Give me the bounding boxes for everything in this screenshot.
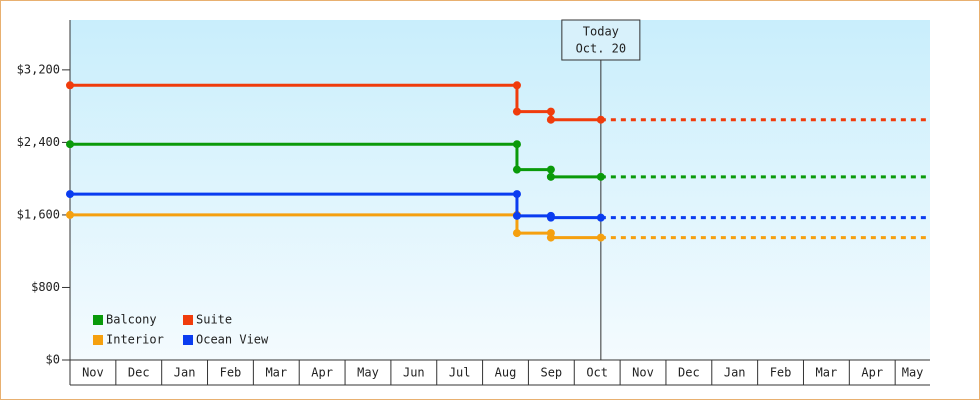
point	[546, 107, 555, 116]
legend-label: Ocean View	[196, 333, 269, 347]
x-tick-label: Dec	[678, 366, 700, 380]
point	[512, 211, 521, 220]
x-tick-label: Jan	[724, 366, 746, 380]
series-line	[70, 142, 601, 179]
x-tick-label: Feb	[220, 366, 242, 380]
today-label: Today	[583, 25, 619, 39]
x-tick-label: Feb	[770, 366, 792, 380]
y-tick-label: $800	[31, 280, 60, 294]
legend-label: Interior	[106, 333, 164, 347]
x-tick-label: Apr	[311, 366, 333, 380]
legend-swatch	[183, 335, 193, 345]
x-tick-label: Nov	[632, 366, 654, 380]
x-tick-label: Jan	[174, 366, 196, 380]
point	[512, 140, 521, 149]
x-tick-label: Jul	[449, 366, 471, 380]
x-tick-label: Mar	[265, 366, 287, 380]
point	[66, 140, 74, 149]
point	[66, 190, 74, 199]
y-tick-label: $3,200	[17, 62, 60, 76]
point	[546, 115, 555, 124]
point	[66, 81, 74, 90]
x-tick-label: Oct	[586, 366, 608, 380]
point	[546, 172, 555, 181]
point	[512, 81, 521, 90]
point	[546, 213, 555, 222]
x-tick-label: Nov	[82, 366, 104, 380]
legend-label: Balcony	[106, 313, 157, 327]
today-box	[561, 19, 641, 61]
point	[512, 165, 521, 174]
series-line	[70, 213, 601, 240]
today-label: Oct. 20	[576, 42, 627, 56]
legend-swatch	[93, 335, 103, 345]
point	[512, 190, 521, 199]
point	[512, 229, 521, 238]
x-tick-label: May	[902, 366, 924, 380]
x-tick-label: Dec	[128, 366, 150, 380]
x-tick-label: Jun	[403, 366, 425, 380]
point	[596, 233, 605, 242]
point	[546, 233, 555, 242]
legend-label: Suite	[196, 313, 232, 327]
x-tick-label: Aug	[495, 366, 517, 380]
x-tick-label: Mar	[816, 366, 838, 380]
y-tick-label: $1,600	[17, 207, 60, 221]
x-tick-label: Sep	[540, 366, 562, 380]
series-line	[70, 192, 601, 220]
y-tick-label: $2,400	[17, 135, 60, 149]
point	[596, 172, 605, 181]
point	[66, 210, 74, 219]
x-tick-label: Apr	[861, 366, 883, 380]
plot-area	[70, 20, 930, 360]
legend-swatch	[183, 315, 193, 325]
point	[512, 107, 521, 116]
point	[546, 165, 555, 174]
point	[596, 213, 605, 222]
x-tick-label: May	[357, 366, 379, 380]
point	[596, 115, 605, 124]
y-tick-label: $0	[46, 353, 60, 367]
series-line	[70, 83, 601, 122]
legend-swatch	[93, 315, 103, 325]
